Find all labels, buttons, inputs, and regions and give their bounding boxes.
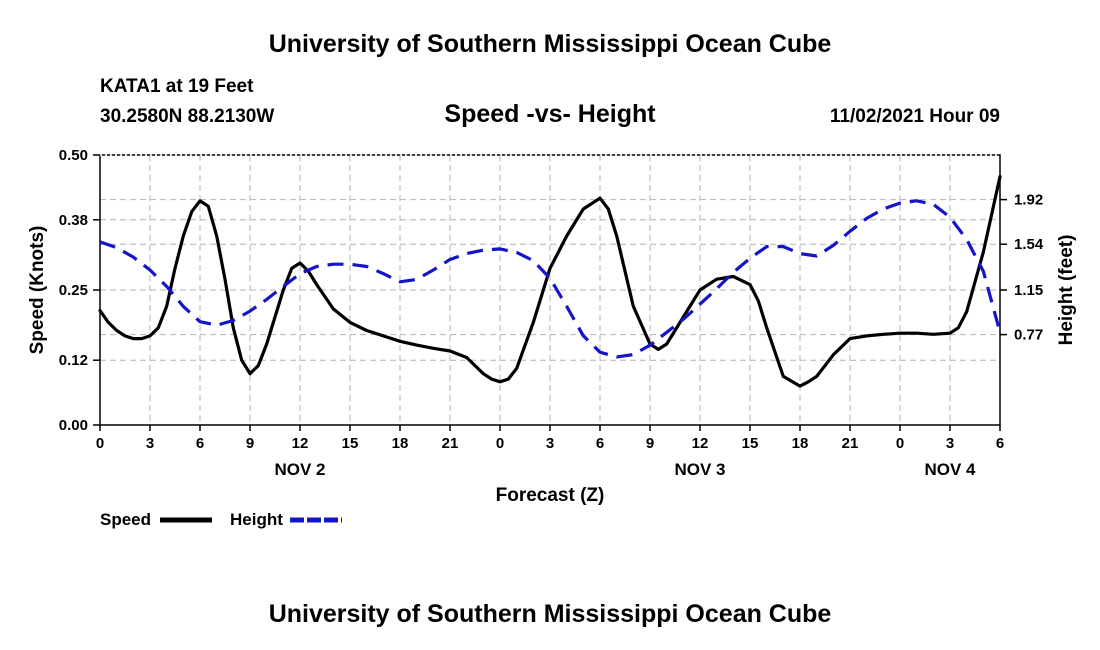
day-label: NOV 2 [274, 460, 325, 479]
y-left-tick-label: 0.25 [59, 282, 88, 299]
x-tick-label: 9 [646, 435, 654, 452]
x-tick-label: 3 [546, 435, 554, 452]
series [98, 175, 1002, 388]
axis-ticks [93, 154, 1007, 431]
x-tick-label: 6 [596, 435, 604, 452]
x-tick-label: 9 [246, 435, 254, 452]
footer-title: University of Southern Mississippi Ocean… [268, 600, 832, 628]
x-tick-label: 3 [946, 435, 954, 452]
x-tick-label: 18 [392, 435, 409, 452]
x-tick-label: 15 [742, 435, 759, 452]
day-label: NOV 4 [924, 460, 976, 479]
series-line-speed [98, 175, 1002, 388]
y-left-axis-label: Speed (Knots) [27, 226, 48, 355]
y-right-axis-label: Height (feet) [1056, 235, 1077, 346]
legend-label-height: Height [230, 510, 283, 529]
y-right-tick-label: 1.92 [1014, 192, 1043, 209]
day-label: NOV 3 [674, 460, 725, 479]
x-tick-label: 6 [996, 435, 1004, 452]
chart-title: Speed -vs- Height [444, 100, 656, 128]
main-title: University of Southern Mississippi Ocean… [268, 30, 832, 58]
x-tick-label: 21 [442, 435, 459, 452]
y-right-tick-label: 1.54 [1014, 236, 1044, 253]
x-tick-label: 0 [96, 435, 104, 452]
x-tick-label: 3 [146, 435, 154, 452]
grid [100, 155, 1000, 425]
legend-label-speed: Speed [100, 510, 151, 529]
y-left-tick-label: 0.00 [59, 417, 88, 434]
x-axis-label: Forecast (Z) [496, 485, 605, 506]
x-tick-label: 0 [496, 435, 504, 452]
station-name: KATA1 at 19 Feet [100, 76, 254, 97]
x-tick-label: 12 [292, 435, 309, 452]
series-line-height [99, 199, 1002, 359]
y-left-tick-label: 0.50 [59, 147, 88, 164]
legend: Speed Height [100, 510, 342, 529]
station-coordinates: 30.2580N 88.2130W [100, 106, 275, 127]
y-right-tick-label: 1.15 [1014, 282, 1043, 299]
y-right-tick-label: 0.77 [1014, 327, 1043, 344]
x-tick-label: 12 [692, 435, 709, 452]
x-tick-label: 6 [196, 435, 204, 452]
x-tick-label: 18 [792, 435, 809, 452]
y-left-tick-label: 0.38 [59, 212, 88, 229]
x-tick-label: 0 [896, 435, 904, 452]
issued-time: 11/02/2021 Hour 09 [829, 106, 1000, 127]
y-left-tick-label: 0.12 [59, 352, 88, 369]
axis-labels: 0 3 6 9 12 15 18 21 0 3 6 9 12 15 18 21 0 3 6 0.00 0.12 0.25 0… [27, 147, 1077, 506]
x-tick-label: 15 [342, 435, 359, 452]
x-tick-label: 21 [842, 435, 859, 452]
